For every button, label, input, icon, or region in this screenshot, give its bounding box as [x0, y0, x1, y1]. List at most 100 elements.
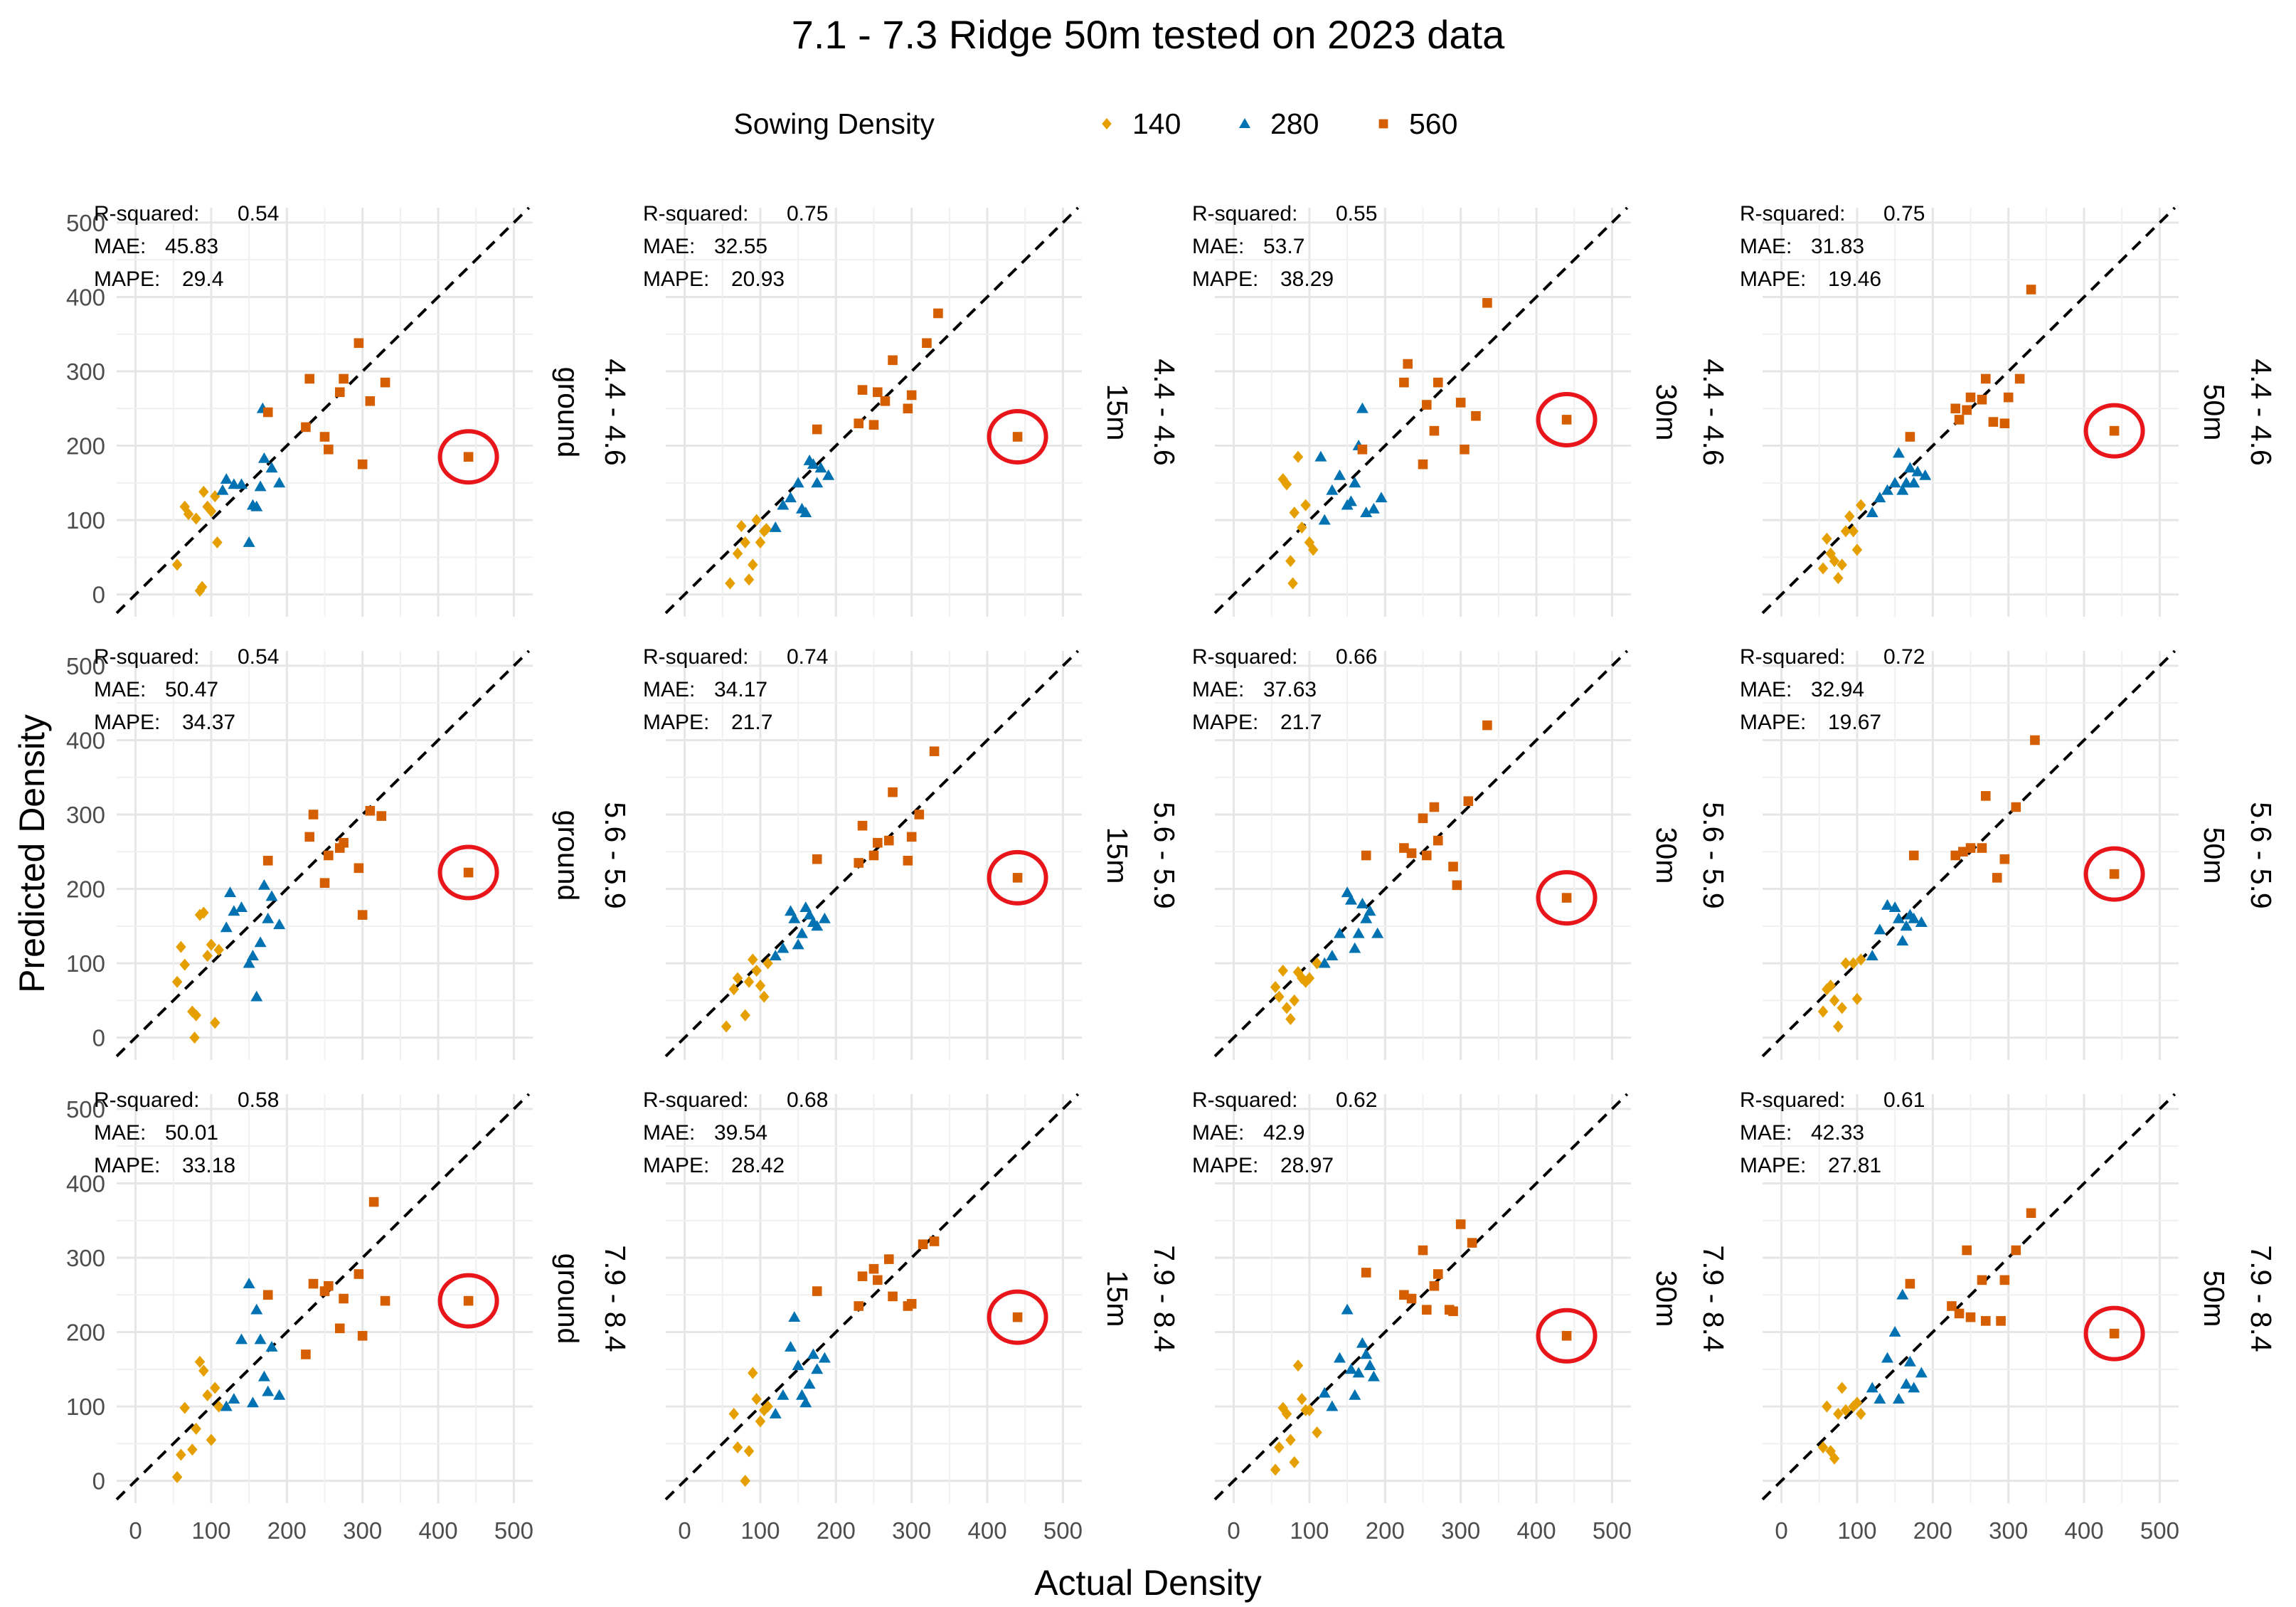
data-point-140: [755, 1415, 766, 1428]
data-point-560: [334, 387, 345, 398]
stat-label: R-squared:: [643, 202, 748, 226]
data-point-140: [759, 1404, 770, 1416]
data-point-140: [1285, 555, 1296, 568]
data-point-140: [1829, 555, 1840, 568]
data-point-280: [1334, 927, 1346, 938]
data-point-280: [243, 1278, 255, 1288]
data-point-560: [883, 1254, 894, 1264]
stat-value: 0.54: [238, 645, 279, 669]
data-point-280: [1364, 1359, 1376, 1370]
data-point-280: [1360, 912, 1373, 923]
x-axis-label: Actual Density: [1034, 1563, 1262, 1603]
data-point-560: [922, 338, 932, 349]
stat-value: 28.42: [731, 1154, 785, 1177]
data-point-280: [1326, 484, 1339, 495]
data-point-560: [1012, 432, 1023, 442]
data-point-140: [206, 938, 217, 951]
data-point-280: [1326, 1400, 1339, 1411]
data-point-280: [1866, 950, 1878, 961]
highlight-circle: [437, 1273, 499, 1329]
y-tick-label: 0: [92, 582, 105, 608]
data-point-560: [1962, 405, 1972, 415]
data-point-560: [812, 424, 822, 435]
data-point-280: [1896, 484, 1909, 495]
y-tick-label: 300: [66, 359, 105, 385]
data-point-280: [257, 1370, 270, 1381]
data-point-140: [171, 558, 183, 571]
x-tick-label: 0: [1775, 1517, 1787, 1544]
data-point-280: [1888, 901, 1901, 913]
data-point-280: [769, 1408, 782, 1418]
y-tick-label: 400: [66, 727, 105, 753]
data-point-560: [883, 835, 894, 846]
data-point-140: [198, 485, 209, 498]
y-tick-label: 0: [92, 1025, 105, 1051]
data-point-280: [785, 905, 797, 916]
data-point-560: [2109, 425, 2120, 436]
facet-label-row: 7.9 - 8.4: [1697, 1245, 1730, 1352]
facet-label-row: 4.4 - 4.6: [1148, 359, 1181, 465]
data-point-560: [873, 387, 883, 398]
data-point-560: [1406, 848, 1417, 859]
x-tick-label: 200: [267, 1517, 307, 1544]
data-point-280: [1344, 1363, 1357, 1374]
data-point-560: [339, 837, 349, 848]
data-point-140: [202, 1389, 213, 1401]
data-point-140: [740, 536, 750, 548]
data-point-280: [1888, 1326, 1901, 1337]
data-point-560: [1950, 850, 1961, 861]
data-point-280: [228, 905, 240, 916]
stat-value: 39.54: [714, 1121, 767, 1145]
stat-value: 0.55: [1336, 202, 1377, 226]
y-tick-label: 0: [92, 1468, 105, 1495]
y-tick-label: 200: [66, 876, 105, 903]
data-point-560: [354, 863, 364, 874]
data-point-280: [1900, 1378, 1913, 1389]
data-point-280: [1908, 1381, 1920, 1393]
stat-label: MAPE:: [643, 1154, 709, 1177]
stat-value: 19.67: [1828, 711, 1881, 734]
stat-value: 34.17: [714, 678, 767, 701]
chart-title: 7.1 - 7.3 Ridge 50m tested on 2023 data: [792, 12, 1505, 57]
stat-value: 50.01: [165, 1121, 218, 1145]
facet-label-column: 50m: [2198, 384, 2231, 441]
data-point-560: [1561, 1330, 1572, 1341]
stat-label: MAPE:: [94, 1154, 160, 1177]
data-point-560: [1561, 415, 1572, 425]
stat-label: MAE:: [643, 1121, 695, 1145]
data-point-560: [380, 377, 390, 388]
facet-label-column: 15m: [1101, 384, 1134, 441]
facet-label-row: 5.6 - 5.9: [1697, 802, 1730, 908]
data-point-140: [1292, 1359, 1304, 1372]
facet-label-column: 30m: [1650, 827, 1683, 884]
data-point-140: [176, 1448, 186, 1461]
data-point-280: [785, 1340, 797, 1352]
y-axis-label: Predicted Density: [12, 714, 52, 993]
x-tick-label: 300: [1989, 1517, 2028, 1544]
stat-value: 27.81: [1828, 1154, 1881, 1177]
data-point-560: [354, 1269, 364, 1279]
stat-label: R-squared:: [1192, 202, 1297, 226]
data-point-560: [1429, 1280, 1440, 1291]
data-point-560: [1460, 444, 1469, 455]
data-point-140: [1281, 1002, 1292, 1014]
data-point-140: [1817, 562, 1829, 575]
data-point-560: [903, 856, 913, 866]
data-point-140: [732, 972, 743, 985]
data-point-140: [1851, 1396, 1863, 1409]
data-point-280: [1915, 1367, 1928, 1378]
data-point-280: [1318, 1386, 1331, 1398]
stat-value: 0.62: [1336, 1088, 1377, 1112]
data-point-140: [1840, 957, 1851, 970]
data-point-280: [243, 536, 255, 547]
data-point-280: [1326, 950, 1339, 961]
data-point-280: [1888, 477, 1901, 488]
y-tick-label: 200: [66, 1320, 105, 1346]
data-point-560: [1977, 1275, 1987, 1285]
data-point-280: [1318, 957, 1331, 968]
data-point-560: [1482, 720, 1492, 731]
data-point-280: [1900, 920, 1913, 931]
data-point-560: [334, 1323, 345, 1334]
